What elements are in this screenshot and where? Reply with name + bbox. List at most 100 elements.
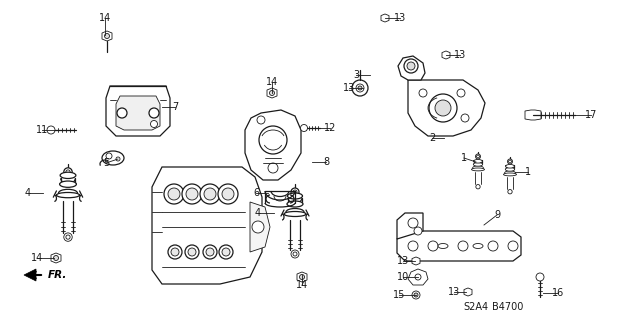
Text: 1: 1 <box>461 153 467 163</box>
Circle shape <box>185 245 199 259</box>
Circle shape <box>64 233 72 241</box>
Text: 5: 5 <box>103 158 109 168</box>
Circle shape <box>414 293 418 297</box>
Circle shape <box>150 121 157 127</box>
Ellipse shape <box>472 166 483 170</box>
Ellipse shape <box>504 173 516 176</box>
Polygon shape <box>102 31 112 41</box>
Text: 9: 9 <box>494 210 500 220</box>
Circle shape <box>186 188 198 200</box>
Circle shape <box>222 248 230 256</box>
Circle shape <box>268 163 278 173</box>
Circle shape <box>293 190 297 194</box>
Circle shape <box>252 221 264 233</box>
Circle shape <box>117 108 127 118</box>
Polygon shape <box>381 14 389 22</box>
Text: 14: 14 <box>31 253 43 263</box>
Circle shape <box>300 275 305 279</box>
Circle shape <box>435 100 451 116</box>
Circle shape <box>203 245 217 259</box>
Circle shape <box>408 218 418 228</box>
Circle shape <box>182 184 202 204</box>
Ellipse shape <box>474 159 483 163</box>
Circle shape <box>200 184 220 204</box>
Polygon shape <box>525 110 541 120</box>
Ellipse shape <box>102 151 124 165</box>
Circle shape <box>64 168 72 176</box>
Text: 12: 12 <box>324 123 336 133</box>
Circle shape <box>219 245 233 259</box>
Polygon shape <box>397 231 521 261</box>
Circle shape <box>259 126 287 154</box>
Ellipse shape <box>504 171 515 175</box>
Ellipse shape <box>58 189 77 197</box>
Polygon shape <box>397 213 423 239</box>
Text: 1: 1 <box>525 167 531 177</box>
Circle shape <box>218 184 238 204</box>
Text: 13: 13 <box>454 50 466 60</box>
Polygon shape <box>408 269 428 285</box>
Circle shape <box>358 86 362 90</box>
Circle shape <box>66 170 70 174</box>
Text: 7: 7 <box>172 102 178 112</box>
Text: 11: 11 <box>36 125 48 135</box>
Text: 15: 15 <box>393 290 405 300</box>
Circle shape <box>204 188 216 200</box>
Circle shape <box>488 241 498 251</box>
Circle shape <box>206 248 214 256</box>
Polygon shape <box>398 56 425 80</box>
Polygon shape <box>297 272 307 282</box>
Circle shape <box>47 126 55 134</box>
Circle shape <box>476 154 481 159</box>
Circle shape <box>414 227 422 235</box>
Text: S2A4: S2A4 <box>463 302 488 312</box>
Circle shape <box>509 160 511 163</box>
Ellipse shape <box>60 181 76 187</box>
Text: 14: 14 <box>266 77 278 87</box>
Ellipse shape <box>506 164 515 168</box>
Polygon shape <box>442 51 450 59</box>
Polygon shape <box>152 167 262 284</box>
Text: 17: 17 <box>585 110 597 120</box>
Ellipse shape <box>472 168 484 171</box>
Circle shape <box>356 84 364 92</box>
Polygon shape <box>116 96 160 130</box>
Polygon shape <box>267 88 277 98</box>
Circle shape <box>352 80 368 96</box>
Circle shape <box>404 59 418 73</box>
Text: 4: 4 <box>255 208 261 218</box>
Polygon shape <box>412 257 420 265</box>
Polygon shape <box>245 110 301 180</box>
Circle shape <box>536 273 544 281</box>
Ellipse shape <box>438 244 448 249</box>
Circle shape <box>412 291 420 299</box>
Text: 3: 3 <box>353 70 359 80</box>
Text: 2: 2 <box>429 133 435 143</box>
Circle shape <box>164 184 184 204</box>
Polygon shape <box>464 288 472 296</box>
Ellipse shape <box>286 209 304 215</box>
Circle shape <box>419 89 427 97</box>
Polygon shape <box>408 80 485 136</box>
Circle shape <box>293 252 297 256</box>
Circle shape <box>104 34 109 38</box>
Text: 14: 14 <box>99 13 111 23</box>
Circle shape <box>66 235 70 239</box>
Text: 10: 10 <box>397 272 409 282</box>
Circle shape <box>54 255 58 260</box>
Circle shape <box>408 241 418 251</box>
Circle shape <box>477 155 479 158</box>
Circle shape <box>149 108 159 118</box>
Circle shape <box>301 124 307 132</box>
Circle shape <box>428 241 438 251</box>
Text: 13: 13 <box>397 256 409 266</box>
Ellipse shape <box>284 212 306 217</box>
Circle shape <box>106 153 112 159</box>
Text: 4: 4 <box>25 188 31 198</box>
Text: 13: 13 <box>394 13 406 23</box>
Circle shape <box>407 62 415 70</box>
Circle shape <box>508 189 512 194</box>
Ellipse shape <box>287 201 303 207</box>
Text: FR.: FR. <box>48 270 67 280</box>
Ellipse shape <box>506 168 515 171</box>
